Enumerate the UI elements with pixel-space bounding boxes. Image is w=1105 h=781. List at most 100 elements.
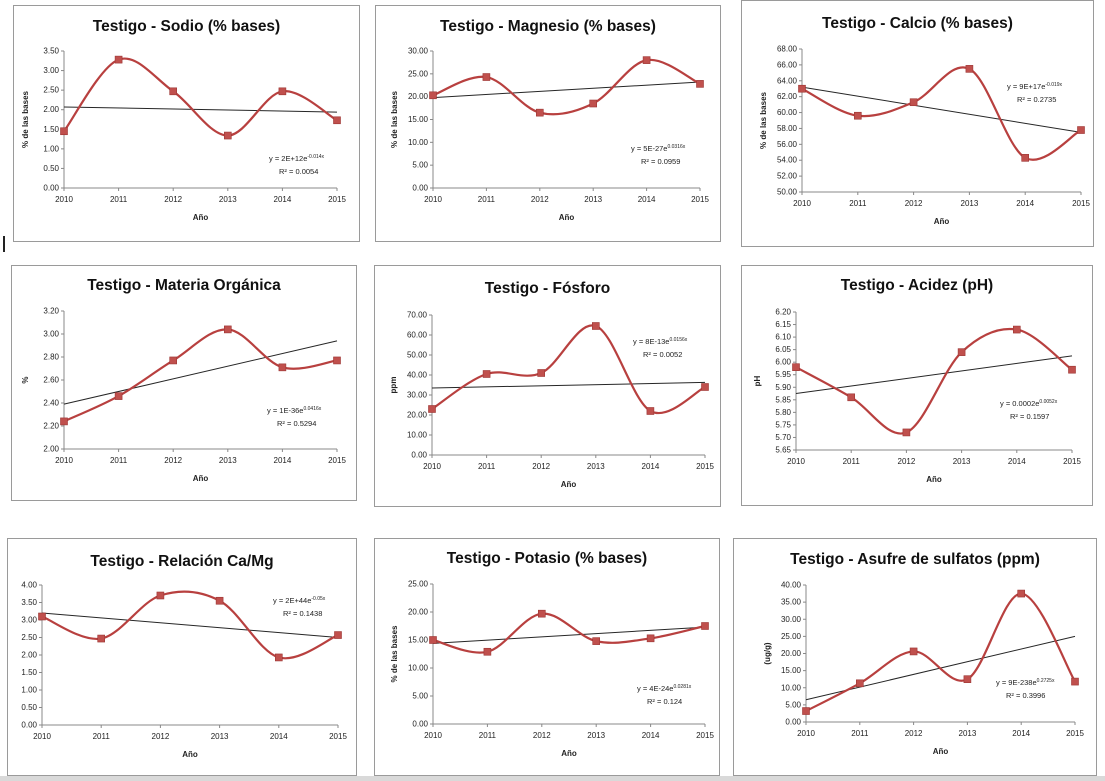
trend-line — [432, 81, 701, 99]
data-point-marker — [538, 609, 546, 618]
data-point-marker — [1068, 365, 1076, 374]
y-tick-label: 5.90 — [775, 383, 791, 392]
data-point-marker — [333, 356, 341, 365]
y-tick-label: 56.00 — [777, 140, 798, 149]
data-point-marker — [701, 383, 709, 391]
data-point-marker — [1021, 154, 1030, 162]
y-tick-label: 5.65 — [775, 446, 791, 455]
data-point-marker — [965, 65, 974, 73]
data-point-marker — [854, 111, 862, 120]
x-tick-label: 2012 — [531, 195, 549, 204]
x-tick-label: 2011 — [93, 732, 111, 741]
x-tick-label: 2010 — [797, 729, 815, 738]
y-tick-label: 50.00 — [777, 188, 798, 197]
chart-title: Testigo - Materia Orgánica — [87, 277, 281, 294]
y-tick-label: 20.00 — [408, 92, 429, 101]
chart-panel-magnesio: Testigo - Magnesio (% bases) 0.00 5.00 10.… — [375, 5, 721, 242]
y-tick-label: 30.00 — [408, 47, 429, 56]
data-point-marker — [429, 636, 437, 644]
chart-title: Testigo - Asufre de sulfatos (ppm) — [790, 551, 1040, 568]
series-line — [63, 57, 338, 137]
series-line — [41, 590, 339, 660]
x-tick-label: 2013 — [219, 456, 237, 465]
y-axis-title: % de las bases — [390, 90, 399, 147]
data-point-marker — [429, 91, 437, 100]
chart-panel-asufre: Testigo - Asufre de sulfatos (ppm) 0.00 5… — [733, 538, 1097, 776]
x-tick-label: 2010 — [33, 732, 51, 741]
data-point-marker — [482, 370, 491, 378]
y-tick-label: 5.85 — [775, 395, 791, 404]
data-point-marker — [224, 325, 232, 334]
data-point-marker — [963, 675, 972, 683]
chart-asufre: 0.00 5.00 10.00 15.00 20.00 25.00 30.00 35.00 40… — [763, 581, 1084, 757]
x-tick-label: 2013 — [219, 195, 237, 204]
x-tick-label: 2010 — [424, 195, 442, 204]
r-squared-label: R² = 0.1597 — [1010, 412, 1049, 421]
chart-title: Testigo - Fósforo — [484, 280, 611, 297]
r-squared-label: R² = 0.124 — [647, 697, 682, 706]
y-tick-label: 1.00 — [43, 144, 59, 153]
x-tick-label: 2014 — [274, 456, 292, 465]
y-tick-label: 0.00 — [43, 184, 59, 193]
x-tick-label: 2015 — [328, 195, 346, 204]
y-tick-label: 6.20 — [775, 308, 791, 317]
data-point-marker — [215, 596, 224, 605]
trend-line — [63, 106, 338, 113]
chart-calcio: 50.00 52.00 54.00 56.00 58.00 60.00 62.00 64.00… — [759, 45, 1090, 227]
y-tick-label: 25.00 — [408, 580, 429, 589]
data-point-marker — [957, 348, 966, 356]
chart-potasio: 0.00 5.00 10.00 15.00 20.00 25.00 2010 2011 2012… — [390, 580, 714, 759]
y-tick-label: 2.60 — [43, 376, 59, 385]
y-tick-label: 1.50 — [21, 668, 37, 677]
y-tick-label: 2.00 — [21, 651, 37, 660]
data-point-marker — [642, 56, 651, 64]
trendline-equation: y = 5E-27e0.0316x — [631, 144, 686, 153]
bottom-border — [0, 776, 1105, 781]
data-point-marker — [97, 634, 105, 643]
data-point-marker — [38, 612, 46, 621]
x-tick-label: 2011 — [851, 729, 869, 738]
data-point-marker — [909, 647, 918, 656]
data-point-marker — [483, 647, 492, 656]
y-tick-label: 70.00 — [407, 311, 428, 320]
x-tick-label: 2013 — [587, 462, 605, 471]
chart-title: Testigo - Relación Ca/Mg — [90, 553, 274, 570]
y-tick-label: 10.00 — [408, 138, 429, 147]
x-tick-label: 2011 — [478, 462, 496, 471]
x-tick-label: 2013 — [961, 199, 979, 208]
x-tick-label: 2014 — [1008, 457, 1026, 466]
x-axis-title: Año — [193, 213, 209, 222]
x-tick-label: 2011 — [478, 195, 496, 204]
x-tick-label: 2014 — [274, 195, 292, 204]
x-tick-label: 2015 — [696, 731, 714, 740]
data-point-marker — [909, 98, 918, 107]
y-tick-label: 0.00 — [21, 721, 37, 730]
x-tick-label: 2015 — [328, 456, 346, 465]
data-point-marker — [1077, 126, 1085, 134]
data-point-marker — [592, 322, 600, 330]
chart-materia-organica: 2.00 2.20 2.40 2.60 2.80 3.00 3.20 2010 2011 2012… — [21, 307, 346, 484]
data-point-marker — [1017, 589, 1026, 598]
y-tick-label: 5.00 — [412, 161, 428, 170]
y-tick-label: 5.70 — [775, 433, 791, 442]
x-tick-label: 2012 — [164, 195, 182, 204]
x-tick-label: 2011 — [843, 457, 861, 466]
x-tick-label: 2013 — [584, 195, 602, 204]
x-tick-label: 2015 — [1066, 729, 1084, 738]
x-axis-title: Año — [193, 474, 209, 483]
y-tick-label: 3.00 — [21, 616, 37, 625]
y-axis-title: % — [21, 376, 30, 383]
y-axis-title: % de las bases — [21, 90, 30, 147]
chart-title: Testigo - Sodio (% bases) — [92, 18, 281, 35]
x-tick-label: 2012 — [152, 732, 170, 741]
data-point-marker — [646, 634, 655, 643]
chart-magnesio: 0.00 5.00 10.00 15.00 20.00 25.00 30.00 2010 201… — [390, 47, 709, 223]
trend-line — [801, 86, 1082, 133]
y-tick-label: 10.00 — [408, 664, 429, 673]
y-tick-label: 30.00 — [781, 615, 802, 624]
y-tick-label: 2.00 — [43, 445, 59, 454]
trend-line — [431, 381, 706, 389]
data-point-marker — [278, 87, 287, 96]
data-point-marker — [60, 417, 68, 426]
y-tick-label: 35.00 — [781, 598, 802, 607]
